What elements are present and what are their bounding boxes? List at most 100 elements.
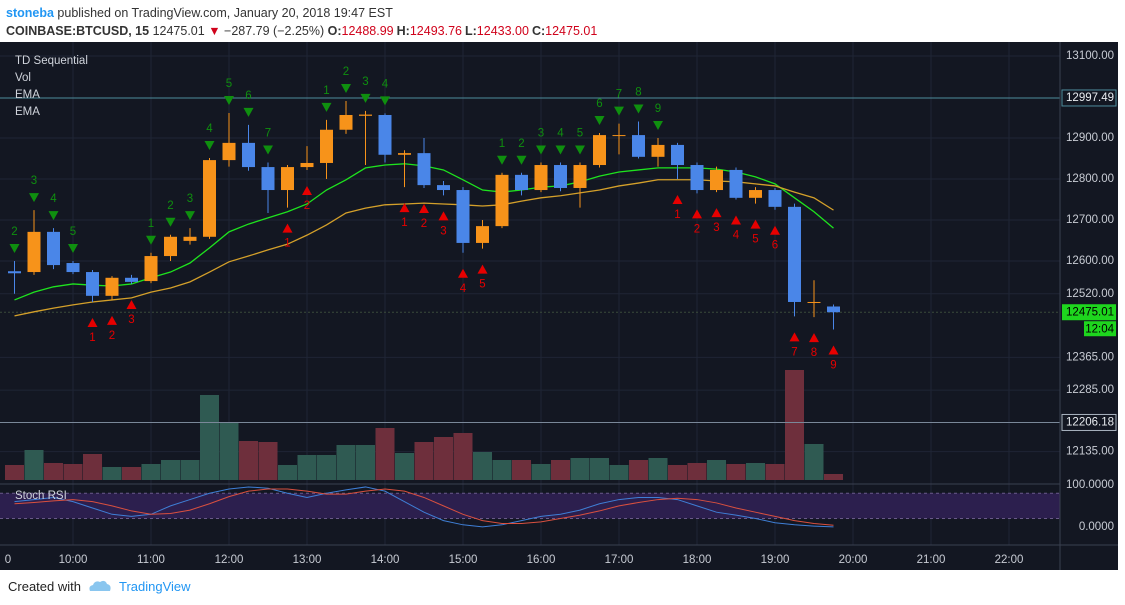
td-buy-count: 3 [440,225,446,237]
candle-body [378,114,392,155]
td-buy-count: 4 [733,229,740,241]
last-price-label: 12475.01 [1066,306,1114,318]
td-sell-marker [360,93,371,103]
td-buy-marker [126,299,137,309]
candle-body [222,142,236,161]
candle-body [339,114,353,130]
volume-bar [161,460,180,480]
candle-body [417,153,431,186]
down-arrow: ▼ [208,24,221,38]
ohlc-label: L: [464,24,477,38]
y-tick-label: 12365.00 [1066,351,1114,363]
td-sell-marker [633,104,644,114]
td-sell-count: 5 [226,78,232,90]
td-sell-marker [165,217,176,227]
candle-body [573,165,587,188]
td-buy-count: 9 [830,359,836,371]
td-buy-count: 3 [128,314,134,326]
td-buy-count: 1 [674,209,680,221]
candle-body [593,135,606,166]
volume-bar [83,454,102,480]
price-line-label: 12997.49 [1066,92,1114,104]
candle-body [242,142,255,168]
td-buy-marker [809,333,819,343]
volume-bar [24,450,44,480]
volume-bar [141,464,161,480]
volume-bar [531,464,551,480]
candle-body [203,160,216,237]
candle-body [827,306,840,313]
volume-bar [765,464,785,480]
td-sell-marker [9,243,20,253]
candle-body [710,169,723,191]
td-buy-marker [770,225,780,235]
volume-bar [239,441,258,480]
logo [89,580,111,591]
td-buy-marker [711,208,722,218]
volume-bar [122,467,141,480]
td-sell-marker [614,106,624,116]
legend-entry: EMA [15,106,40,118]
td-sell-count: 4 [206,123,213,135]
td-sell-marker [204,141,215,151]
author[interactable]: stoneba [6,6,54,20]
candle-body [651,144,665,157]
ohlc-value: 12433.00 [476,24,529,38]
y-tick-label: 12700.00 [1066,214,1114,226]
volume-bar [473,452,492,480]
td-buy-count: 2 [304,200,310,212]
td-buy-marker [750,219,761,229]
ohlc-label: O: [327,24,342,38]
td-buy-marker [672,194,683,204]
volume-bar [102,467,122,480]
td-sell-marker [575,145,585,155]
x-tick-label: 22:00 [995,554,1024,566]
td-buy-marker [87,317,98,327]
td-sell-marker [185,211,195,221]
td-buy-count: 1 [401,217,407,229]
y-tick-label: 12600.00 [1066,255,1114,267]
td-sell-count: 8 [635,87,641,99]
td-buy-count: 2 [109,330,115,342]
last: 12475.01 [152,24,205,38]
td-buy-marker [302,185,312,195]
footer: Created with TradingView [8,578,191,594]
td-buy-marker [458,268,468,278]
candle-body [86,272,99,296]
td-buy-marker [399,203,410,213]
td-sell-marker [536,145,546,155]
candle-body [27,231,41,273]
stoch-tick-label: 100.0000 [1066,479,1114,491]
brand[interactable]: TradingView [118,578,191,594]
candle-body [183,236,197,241]
td-sell-marker [380,96,390,106]
volume-bar [551,460,570,480]
volume-bar [707,460,726,480]
volume-bar [453,433,473,480]
price-line-label: 12206.18 [1066,416,1114,428]
td-sell-count: 3 [538,128,544,140]
x-tick-label: 16:00 [527,554,556,566]
td-sell-count: 7 [616,89,622,101]
ohlc-value: 12493.76 [409,24,462,38]
volume-bar [492,460,512,480]
td-sell-marker [146,235,156,245]
td-sell-count: 9 [655,103,661,115]
td-sell-count: 3 [31,175,37,187]
legend-entry: Vol [15,72,31,84]
volume-bar [785,370,804,480]
x-tick-label: 15:00 [449,554,478,566]
volume-bar [395,453,414,480]
candle-body [47,231,60,266]
candle-body [144,256,158,282]
ohlc-value: 12475.01 [545,24,598,38]
volume-bar [336,445,356,480]
td-sell-marker [243,107,254,117]
footer-text: Created with [8,578,81,594]
td-sell-marker [29,193,39,203]
td-sell-count: 5 [70,226,76,238]
volume-bar [434,437,453,480]
candle-body [261,167,275,191]
td-sell-marker [594,116,605,126]
